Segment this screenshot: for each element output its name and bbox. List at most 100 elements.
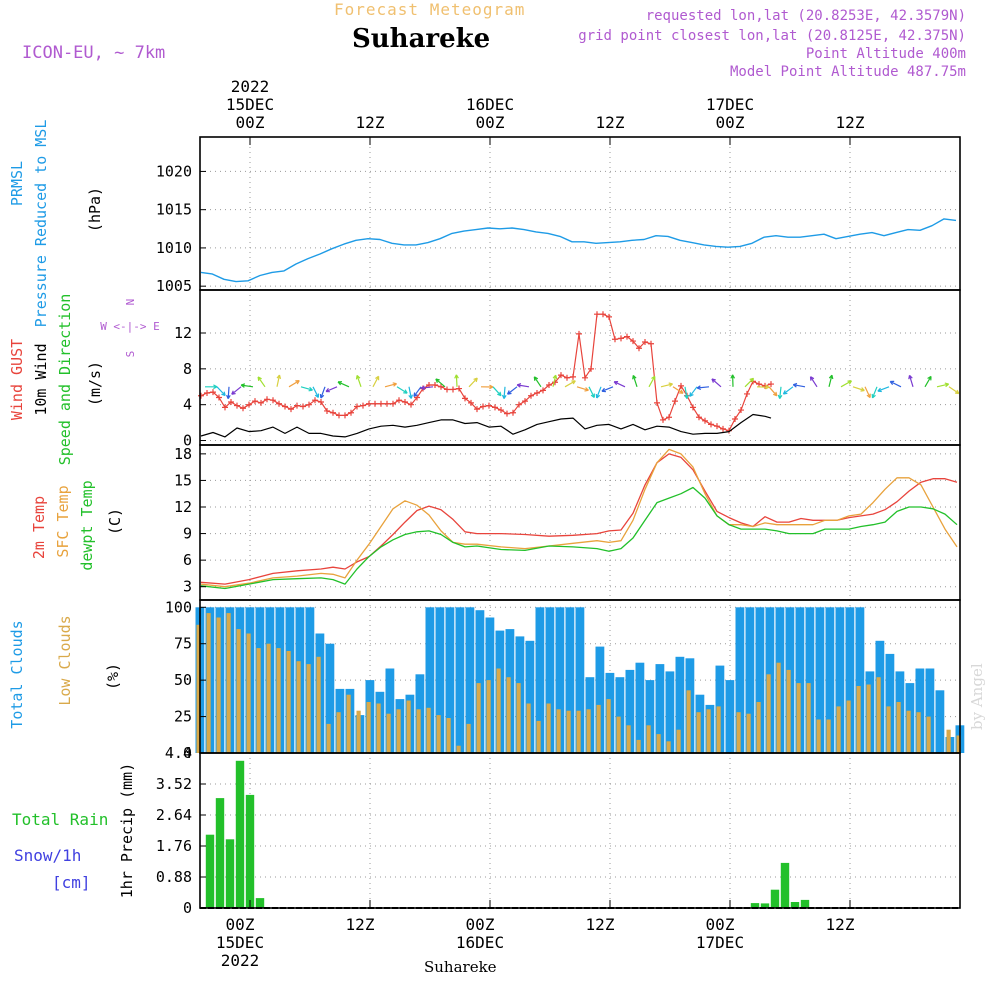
gust-marker [672, 398, 678, 405]
gust-marker [252, 398, 258, 405]
wind-direction-arrow [613, 381, 626, 388]
bottom-time-label: 00Z [706, 915, 735, 934]
gust-marker [276, 400, 282, 407]
gust-marker [642, 338, 648, 345]
gust-line [200, 313, 772, 432]
rain-bar [790, 902, 800, 908]
low-cloud-bar [526, 703, 531, 753]
y-tick-label: 0 [183, 899, 192, 917]
low-cloud-bar [276, 648, 281, 753]
low-cloud-bar [396, 709, 401, 753]
wind-direction-arrow [240, 383, 254, 388]
top-time-label: 12Z [596, 113, 625, 132]
y-tick-label: 9 [183, 525, 192, 543]
low-cloud-bar [196, 624, 201, 753]
low-cloud-bar [456, 745, 461, 753]
gust-marker [270, 397, 276, 404]
wind-direction-arrow [384, 382, 397, 388]
clouds-unit: (%) [104, 663, 122, 690]
y-tick-label: 4 [183, 396, 192, 414]
low-cloud-bar [906, 710, 911, 753]
low-cloud-bar [776, 662, 781, 753]
gust-marker [564, 374, 570, 381]
total-cloud-bar [855, 607, 865, 753]
low-cloud-bar [616, 716, 621, 753]
total-cloud-bar [535, 607, 545, 753]
low-cloud-bar [796, 683, 801, 753]
gust-marker [654, 399, 660, 406]
low-cloud-bar [586, 709, 591, 753]
footer-location: Suhareke [424, 958, 497, 976]
total-cloud-bar [445, 607, 455, 753]
total-cloud-bar [675, 656, 685, 753]
rain-bar [235, 760, 245, 909]
wind-direction-arrow [435, 378, 446, 388]
gust-marker [582, 374, 588, 381]
wind-direction-arrow [852, 386, 865, 392]
gust-marker [666, 414, 672, 421]
wind-direction-arrow [730, 374, 736, 387]
rain-bar [780, 862, 790, 908]
gust-marker [498, 407, 504, 414]
model-label: ICON-EU, ~ 7km [22, 43, 166, 63]
wind-direction-arrow [672, 386, 684, 394]
low-cloud-bar [416, 709, 421, 753]
gust-marker [282, 403, 288, 410]
panel-frame [199, 136, 961, 291]
y-tick-label: 25 [174, 708, 192, 726]
low-cloud-bar [386, 713, 391, 753]
gust-marker [396, 397, 402, 404]
pressure-ylabel-2: Pressure Reduced to MSL [32, 120, 50, 328]
grid-lines [200, 137, 960, 909]
wind-direction-arrow [319, 386, 326, 399]
panel-frame [199, 444, 961, 601]
gust-marker [288, 406, 294, 413]
top-time-label: 17DEC [706, 95, 754, 114]
total-cloud-bar [615, 677, 625, 753]
point-altitude: Point Altitude 400m [805, 46, 966, 62]
rain-bar [750, 903, 760, 908]
total-cloud-bar [825, 607, 835, 753]
wind-direction-arrow [756, 384, 770, 390]
gust-marker [558, 372, 564, 379]
gust-marker [570, 373, 576, 380]
wind-direction-arrow [889, 380, 902, 388]
axis-labels: 1005101010151020048123691215180255075100… [8, 77, 865, 970]
gust-marker [348, 409, 354, 416]
y-tick-label: 100 [165, 598, 192, 616]
low-cloud-bar [326, 723, 331, 753]
gust-marker [534, 390, 540, 397]
y-tick-label: 18 [174, 445, 192, 463]
low-cloud-bar [236, 629, 241, 753]
gust-marker [768, 381, 774, 388]
gust-marker [198, 392, 204, 399]
low-cloud-bar [476, 683, 481, 753]
total-cloud-bar [645, 680, 655, 753]
total-cloud-bar [655, 664, 665, 753]
temp-2m-ylabel: 2m Temp [30, 496, 48, 559]
gust-marker [378, 400, 384, 407]
gust-marker [696, 414, 702, 421]
gust-marker [600, 311, 606, 318]
pressure-line [200, 218, 957, 283]
bottom-time-label: 12Z [346, 915, 375, 934]
low-cloud-bar [376, 703, 381, 753]
gust-marker [360, 402, 366, 409]
requested-coords: requested lon,lat (20.8253E, 42.3579N) [645, 8, 966, 24]
wind-direction-arrow [231, 386, 242, 395]
grid-point-coords: grid point closest lon,lat (20.8125E, 42… [578, 28, 966, 44]
gust-marker [210, 389, 216, 396]
gust-marker [300, 403, 306, 410]
total-cloud-bar [815, 607, 825, 753]
total-clouds-ylabel: Total Clouds [8, 620, 26, 728]
gust-marker [444, 386, 450, 393]
wind-direction-arrow [792, 382, 806, 388]
total-cloud-bar [545, 607, 555, 753]
y-tick-label: 3.52 [156, 775, 192, 793]
low-cloud-bar [226, 613, 231, 753]
low-cloud-bar [626, 725, 631, 753]
gust-marker [402, 398, 408, 405]
low-cloud-bar [746, 713, 751, 753]
total-cloud-bar [915, 668, 925, 753]
wind-direction-arrow [871, 386, 878, 399]
